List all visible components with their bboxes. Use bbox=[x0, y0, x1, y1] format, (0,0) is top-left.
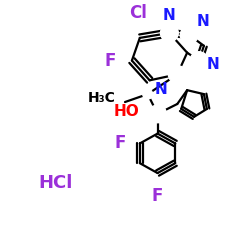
Circle shape bbox=[168, 66, 186, 83]
Circle shape bbox=[143, 89, 152, 99]
Circle shape bbox=[160, 24, 178, 42]
Text: N: N bbox=[163, 8, 176, 23]
Text: F: F bbox=[105, 52, 116, 70]
Text: H₃C: H₃C bbox=[87, 91, 115, 105]
Circle shape bbox=[149, 105, 166, 123]
Circle shape bbox=[180, 26, 198, 44]
Text: F: F bbox=[114, 134, 126, 152]
Text: N: N bbox=[197, 14, 210, 29]
Text: N: N bbox=[155, 82, 168, 97]
Circle shape bbox=[190, 52, 208, 70]
Text: F: F bbox=[152, 187, 163, 205]
Text: HCl: HCl bbox=[39, 174, 73, 192]
Text: N: N bbox=[207, 57, 220, 72]
Text: Cl: Cl bbox=[129, 4, 147, 22]
Text: HO: HO bbox=[114, 104, 140, 120]
